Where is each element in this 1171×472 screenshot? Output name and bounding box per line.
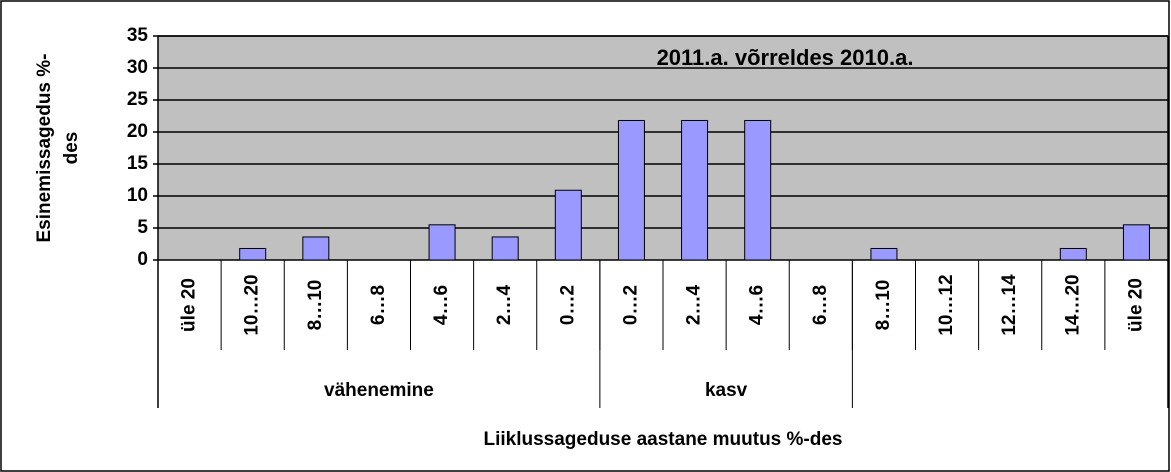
bar: [428, 224, 456, 261]
bar: [491, 236, 519, 261]
x-tick-label: üle 20: [1125, 278, 1146, 332]
bar: [239, 247, 267, 261]
bar: [617, 119, 645, 261]
bar: [681, 119, 709, 261]
x-tick-label: 10…20: [242, 274, 263, 335]
bar: [554, 189, 582, 261]
group-label: vähenemine: [324, 380, 434, 401]
chart-title: 2011.a. võrreldes 2010.a.: [657, 45, 914, 70]
y-tick-label: 30: [127, 57, 148, 78]
x-tick-label: 12…14: [999, 274, 1020, 336]
bar: [1122, 224, 1150, 261]
x-tick-label: 6…8: [810, 285, 831, 325]
bar: [870, 247, 898, 261]
y-tick-label: 10: [127, 185, 148, 206]
x-tick-label: üle 20: [179, 278, 200, 332]
bar: [744, 119, 772, 261]
y-tick-label: 15: [127, 153, 149, 174]
x-tick-label: 0…2: [620, 285, 641, 325]
x-axis-label: Liiklussageduse aastane muutus %-des: [483, 429, 842, 450]
y-tick-label: 0: [137, 249, 148, 270]
x-tick-label: 4…6: [431, 285, 452, 325]
y-tick-label: 5: [137, 217, 148, 238]
x-tick-label: 0…2: [557, 285, 578, 325]
x-tick-label: 10…12: [936, 274, 957, 335]
y-tick-label: 20: [127, 121, 148, 142]
y-axis-label: des: [61, 132, 82, 165]
bar: [302, 236, 330, 261]
x-tick-label: 2…4: [684, 285, 705, 326]
x-tick-label: 6…8: [368, 285, 389, 325]
plot-area: [158, 36, 1168, 260]
y-tick-label: 25: [127, 89, 149, 110]
group-label: kasv: [705, 380, 748, 401]
y-axis-label: Esinemissagedus %-: [34, 53, 55, 242]
x-tick-label: 8…10: [305, 280, 326, 331]
x-tick-label: 14…20: [1062, 274, 1083, 335]
bar: [1059, 247, 1087, 261]
y-tick-label: 35: [127, 25, 149, 46]
x-tick-label: 4…6: [747, 285, 768, 325]
x-tick-label: 2…4: [494, 285, 515, 326]
x-tick-label: 8…10: [873, 280, 894, 331]
